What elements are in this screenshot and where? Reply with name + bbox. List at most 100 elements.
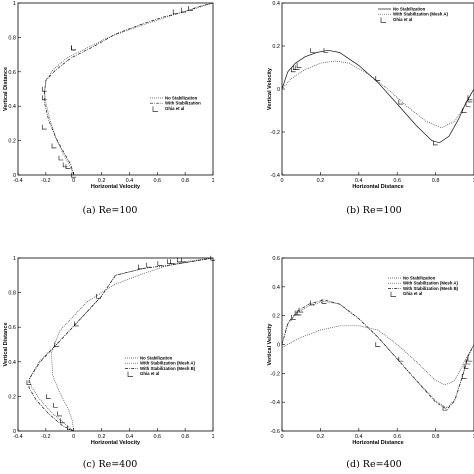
x-axis-label: Horizontal Distance (352, 440, 403, 446)
series-line-1 (44, 2, 214, 176)
ghia-marker (210, 255, 216, 261)
chart-panel-0: -0.4 -0.2 0 0.2 0.4 0.6 0.8 1 0 0.2 0.4 0.6 0.8 1 Hori… (3, 1, 215, 216)
ghia-marker (41, 124, 47, 130)
ghia-marker (296, 310, 302, 316)
x-tick-label: 0.6 (153, 178, 161, 184)
y-tick-label: 0.2 (8, 139, 16, 145)
x-tick-label: 0.6 (153, 434, 161, 440)
y-tick-label: 0 (277, 87, 280, 93)
ghia-marker (41, 86, 47, 92)
ghia-marker (398, 99, 404, 105)
series-line-2 (28, 257, 214, 432)
y-tick-label: 0.6 (8, 70, 16, 76)
legend-entry: Ghia et al (140, 371, 159, 376)
x-tick-label: 0.6 (393, 434, 401, 440)
y-axis-label: Vertical Distance (3, 67, 9, 111)
x-tick-label: 0.8 (432, 434, 440, 440)
ghia-marker (41, 95, 47, 101)
subfigure-caption: (c) Re=400 (83, 459, 138, 470)
ghia-marker (170, 259, 175, 264)
ghia-marker (177, 257, 182, 263)
x-tick-label: -0.4 (13, 434, 22, 440)
plot-frame (17, 257, 214, 432)
y-tick-label: 0.6 (272, 256, 280, 262)
ghia-marker (433, 140, 438, 146)
ghia-marker (60, 418, 65, 424)
x-tick-label: 0.4 (355, 178, 363, 184)
x-tick-label: 0 (280, 178, 283, 184)
y-tick-label: -0.2 (271, 130, 280, 136)
ghia-marker (310, 48, 315, 53)
y-tick-label: 0.6 (8, 325, 16, 331)
ghia-marker (467, 95, 473, 101)
x-tick-label: 0 (72, 178, 75, 184)
plot-frame (281, 2, 474, 176)
legend-entry: Ghia et al (403, 291, 422, 296)
ghia-marker (188, 5, 193, 11)
legend-marker (380, 17, 386, 23)
subfigure-caption: (b) Re=100 (346, 205, 401, 216)
x-tick-label: 0.6 (393, 178, 401, 184)
ghia-marker (65, 164, 71, 169)
y-tick-label: 0.8 (8, 35, 16, 41)
ghia-marker (53, 402, 58, 408)
x-tick-label: 0.4 (355, 434, 363, 440)
y-tick-label: 0.4 (272, 285, 280, 291)
y-tick-label: 0.4 (8, 104, 16, 110)
y-axis-label: Vertical Velocity (267, 323, 273, 366)
legend-entry: With Stabilization (Mesh B) (403, 286, 459, 291)
series-line-0 (51, 257, 214, 432)
y-tick-label: 0.4 (272, 1, 280, 7)
y-tick-label: 0.4 (8, 360, 16, 366)
ghia-marker (291, 67, 296, 73)
ghia-marker (296, 63, 302, 68)
legend-entry: With Stabilization (165, 101, 201, 106)
y-tick-label: 0 (13, 429, 16, 435)
ghia-marker (54, 342, 60, 347)
x-axis-label: Horizontal Velocity (91, 184, 141, 190)
series-line-1 (281, 300, 474, 409)
series-line-0 (281, 325, 474, 386)
x-axis-label: Horizontal Velocity (91, 440, 141, 446)
ghia-marker (172, 9, 178, 15)
legend-entry: Ghia et al (393, 17, 412, 22)
x-tick-label: 1 (211, 178, 214, 184)
ghia-marker (398, 356, 404, 362)
y-tick-label: -0.4 (271, 173, 280, 179)
ghia-marker (57, 411, 62, 417)
ghia-marker (461, 374, 467, 379)
ghia-marker (96, 293, 101, 299)
y-axis-label: Vertical Velocity (267, 67, 273, 110)
ghia-marker (323, 48, 329, 53)
ghia-marker (74, 321, 79, 327)
legend-entry: No Stabilization (403, 276, 436, 281)
x-tick-label: 1 (472, 178, 474, 184)
ghia-marker (298, 307, 304, 313)
x-tick-label: 0.2 (317, 178, 325, 184)
x-tick-label: -0.2 (41, 434, 50, 440)
x-tick-label: 0.8 (181, 178, 189, 184)
ghia-marker (461, 108, 467, 113)
y-tick-label: -0.2 (271, 371, 280, 377)
ghia-marker (62, 162, 68, 168)
ghia-marker (467, 356, 473, 362)
x-tick-label: 0.4 (126, 434, 134, 440)
x-tick-label: 1 (472, 434, 474, 440)
ghia-marker (375, 342, 381, 347)
y-tick-label: -0.6 (271, 429, 280, 435)
ghia-marker (375, 76, 381, 81)
legend-entry: No Stabilization (140, 356, 173, 361)
ghia-marker (291, 314, 296, 320)
x-tick-label: 0.8 (432, 178, 440, 184)
y-tick-label: 1 (13, 1, 16, 7)
ghia-marker (321, 299, 327, 304)
x-tick-label: 0 (280, 434, 283, 440)
plot-frame (17, 2, 214, 176)
ghia-marker (442, 405, 448, 411)
legend-entry: No Stabilization (165, 96, 198, 101)
y-tick-label: 0 (13, 173, 16, 179)
ghia-marker (71, 172, 76, 178)
ghia-marker (465, 359, 471, 365)
ghia-marker (181, 7, 186, 13)
ghia-marker (138, 264, 143, 270)
